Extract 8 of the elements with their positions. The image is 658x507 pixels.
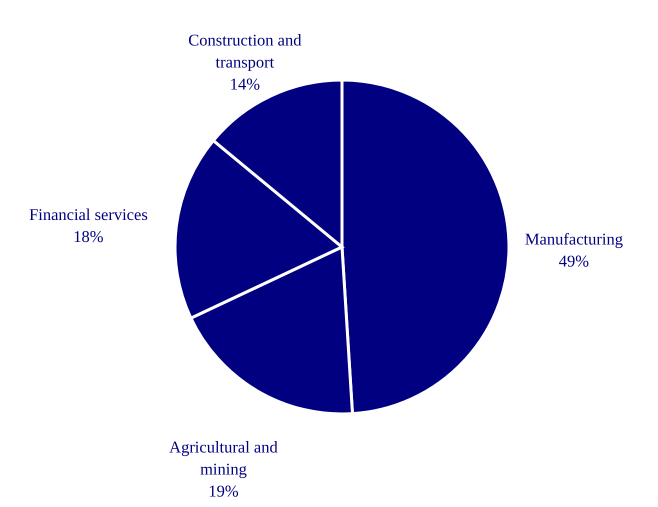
data-label: 14%: [230, 74, 260, 94]
slice-label: Construction and transport: [188, 30, 302, 72]
slice-label: Agricultural and mining: [169, 437, 278, 478]
slice-label: Manufacturing: [524, 230, 623, 249]
slice-label: Financial services: [29, 204, 148, 224]
data-label: 19%: [208, 481, 239, 500]
data-label: 18%: [73, 226, 104, 246]
data-label: 49%: [558, 252, 590, 271]
